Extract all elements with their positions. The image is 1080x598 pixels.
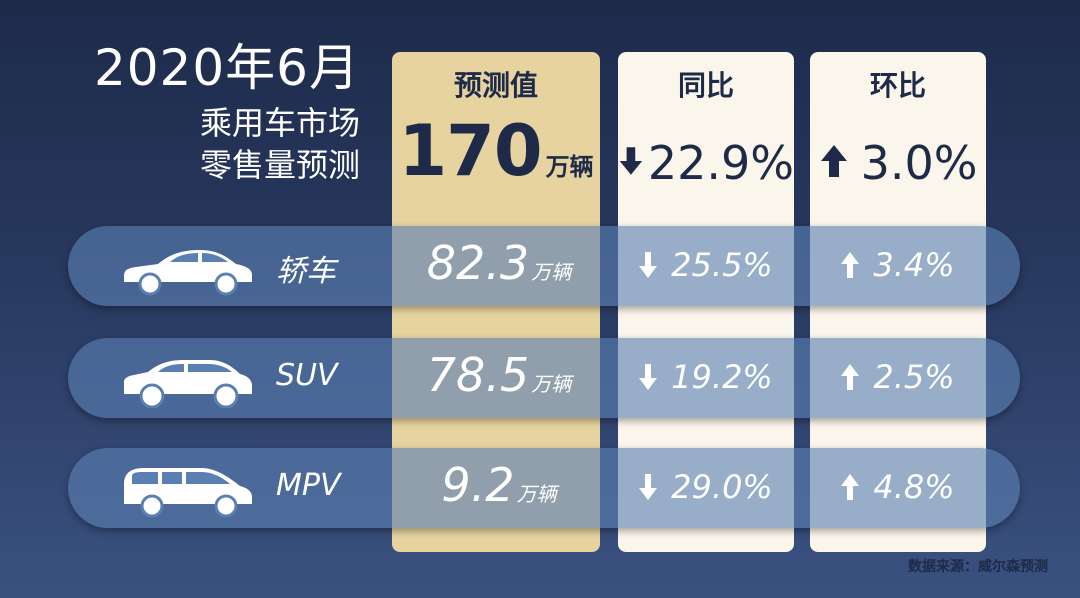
row-mpv: MPV 9.2 万辆 29.0% 4.8% [68,448,1020,528]
row-sedan: 轿车 82.3 万辆 25.5% 3.4% [68,226,1020,306]
title-market: 乘用车市场 [199,104,360,142]
prediction-total: 170 万辆 [392,110,600,192]
prediction-total-value: 170 [398,110,542,192]
row-sedan-mom: 3.4% [810,246,986,284]
row-suv-yoy-value: 19.2% [671,358,773,396]
title-date: 2020年6月 [93,39,360,97]
row-mpv-label: MPV [276,468,341,503]
row-sedan-label: 轿车 [276,254,336,289]
prediction-header: 预测值 [453,69,538,102]
title-block: 2020年6月 乘用车市场 零售量预测 [60,38,360,186]
title-forecast: 零售量预测 [199,146,360,184]
row-sedan-mom-value: 3.4% [873,246,955,284]
row-suv-unit: 万辆 [531,372,572,396]
yoy-total-value: 22.9% [647,136,794,190]
up-arrow-icon [841,474,860,500]
row-sedan-number: 82.3 [426,236,530,290]
sedan-icon [124,250,252,296]
row-suv-label: SUV [276,358,338,393]
mpv-icon [124,468,252,518]
yoy-header: 同比 [677,69,734,102]
row-suv-mom: 2.5% [810,358,986,396]
down-arrow-icon [619,147,643,175]
row-suv: SUV 78.5 万辆 19.2% 2.5% [68,338,1020,418]
row-sedan-value: 82.3 万辆 [424,236,574,290]
row-mpv-mom: 4.8% [810,468,986,506]
up-arrow-icon [841,364,860,390]
row-mpv-value: 9.2 万辆 [424,458,574,512]
yoy-total: 22.9% [618,136,794,190]
mom-total-value: 3.0% [860,136,978,190]
row-sedan-unit: 万辆 [531,260,572,284]
row-suv-yoy: 19.2% [618,358,794,396]
row-suv-value: 78.5 万辆 [424,348,574,402]
mom-header: 环比 [869,69,926,102]
row-mpv-yoy-value: 29.0% [671,468,773,506]
row-sedan-yoy: 25.5% [618,246,794,284]
row-suv-mom-value: 2.5% [873,358,955,396]
row-sedan-yoy-value: 25.5% [671,246,773,284]
row-mpv-mom-value: 4.8% [873,468,955,506]
row-suv-number: 78.5 [426,348,530,402]
down-arrow-icon [639,364,658,390]
row-mpv-yoy: 29.0% [618,468,794,506]
down-arrow-icon [639,252,658,278]
row-mpv-unit: 万辆 [516,482,557,506]
row-mpv-number: 9.2 [441,458,515,512]
up-arrow-icon [841,252,860,278]
prediction-total-unit: 万辆 [545,153,594,181]
data-source: 数据来源：威尔森预测 [908,559,1048,575]
down-arrow-icon [639,474,658,500]
mom-total: 3.0% [810,136,986,190]
up-arrow-icon [820,145,847,177]
suv-icon [124,360,252,408]
